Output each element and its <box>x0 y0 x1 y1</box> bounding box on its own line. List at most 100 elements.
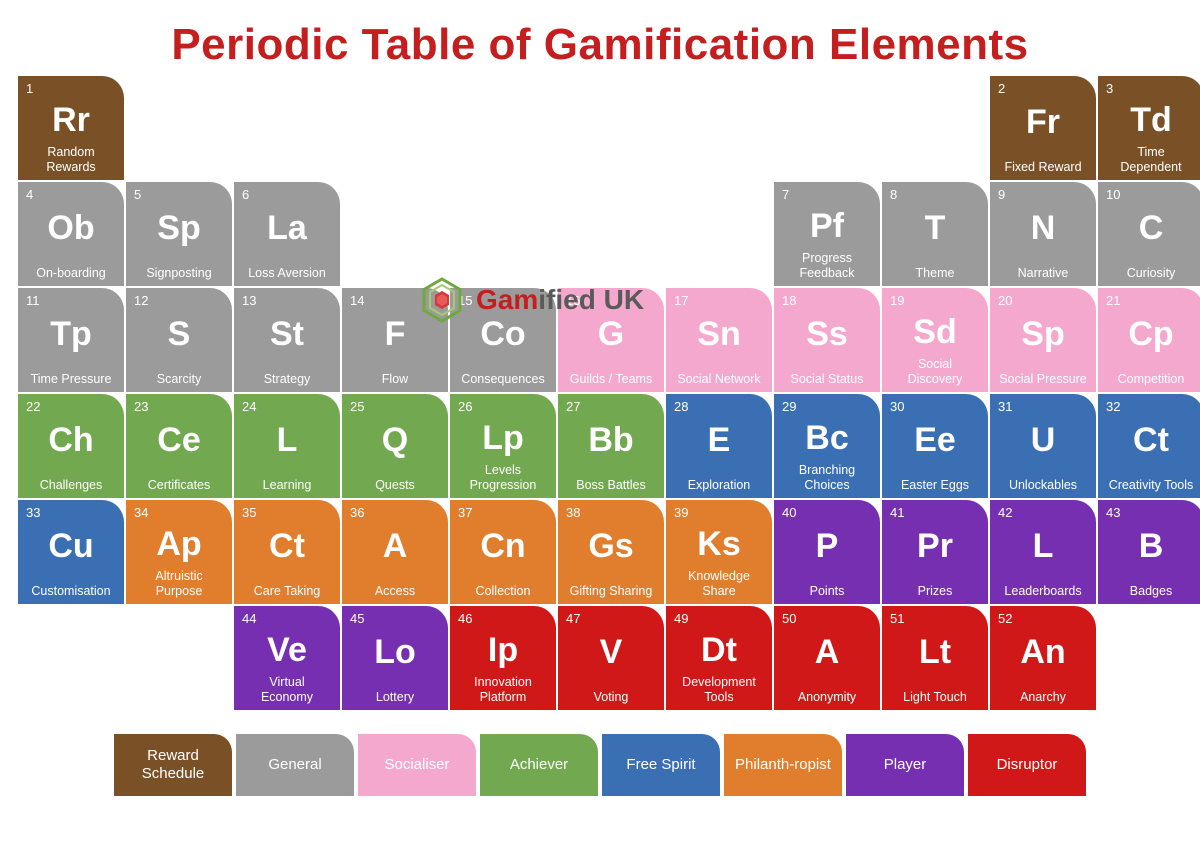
element-name: Points <box>782 572 872 598</box>
element-number: 11 <box>26 294 116 307</box>
brand-text: Gamified UK <box>476 284 644 316</box>
element-symbol: Td <box>1106 95 1196 145</box>
element-cell-ve: 44VeVirtual Economy <box>234 606 340 710</box>
element-symbol: Q <box>350 413 440 466</box>
element-name: Progress Feedback <box>782 251 872 280</box>
element-cell-fr: 2FrFixed Reward <box>990 76 1096 180</box>
element-cell-ip: 46IpInnovation Platform <box>450 606 556 710</box>
element-number: 13 <box>242 294 332 307</box>
element-symbol: Ks <box>674 519 764 569</box>
element-number: 29 <box>782 400 872 413</box>
element-symbol: C <box>1106 201 1196 254</box>
element-name: Time Dependent <box>1106 145 1196 174</box>
element-cell-s: 12SScarcity <box>126 288 232 392</box>
legend-free_spirit: Free Spirit <box>602 734 720 796</box>
element-cell-a: 50AAnonymity <box>774 606 880 710</box>
legend-player: Player <box>846 734 964 796</box>
element-symbol: Fr <box>998 95 1088 148</box>
element-symbol: Cn <box>458 519 548 572</box>
element-cell-ce: 23CeCertificates <box>126 394 232 498</box>
element-name: Quests <box>350 466 440 492</box>
element-name: Anarchy <box>998 678 1088 704</box>
element-number: 35 <box>242 506 332 519</box>
element-cell-ee: 30EeEaster Eggs <box>882 394 988 498</box>
element-name: Development Tools <box>674 675 764 704</box>
element-symbol: B <box>1106 519 1196 572</box>
element-number: 20 <box>998 294 1088 307</box>
element-symbol: L <box>998 519 1088 572</box>
element-cell-cp: 21CpCompetition <box>1098 288 1200 392</box>
element-number: 21 <box>1106 294 1196 307</box>
element-number: 40 <box>782 506 872 519</box>
element-name: Time Pressure <box>26 360 116 386</box>
element-number: 36 <box>350 506 440 519</box>
element-number: 7 <box>782 188 872 201</box>
element-number: 39 <box>674 506 764 519</box>
element-symbol: Cu <box>26 519 116 572</box>
element-symbol: P <box>782 519 872 572</box>
element-cell-st: 13StStrategy <box>234 288 340 392</box>
element-cell-sp: 20SpSocial Pressure <box>990 288 1096 392</box>
element-name: Badges <box>1106 572 1196 598</box>
element-name: Fixed Reward <box>998 148 1088 174</box>
element-symbol: Ce <box>134 413 224 466</box>
element-name: Lottery <box>350 678 440 704</box>
element-name: Levels Progression <box>458 463 548 492</box>
element-symbol: V <box>566 625 656 678</box>
element-cell-pr: 41PrPrizes <box>882 500 988 604</box>
element-cell-ob: 4ObOn-boarding <box>18 182 124 286</box>
element-name: Altruistic Purpose <box>134 569 224 598</box>
element-symbol: E <box>674 413 764 466</box>
element-name: Virtual Economy <box>242 675 332 704</box>
element-number: 44 <box>242 612 332 625</box>
category-legend: Reward ScheduleGeneralSocialiserAchiever… <box>18 734 1182 796</box>
element-number: 34 <box>134 506 224 519</box>
element-number: 33 <box>26 506 116 519</box>
element-number: 23 <box>134 400 224 413</box>
element-symbol: Lt <box>890 625 980 678</box>
legend-disruptor: Disruptor <box>968 734 1086 796</box>
element-symbol: Ip <box>458 625 548 675</box>
element-number: 24 <box>242 400 332 413</box>
element-name: Prizes <box>890 572 980 598</box>
element-number: 32 <box>1106 400 1196 413</box>
element-symbol: Bb <box>566 413 656 466</box>
element-cell-ks: 39KsKnowledge Share <box>666 500 772 604</box>
element-number: 51 <box>890 612 980 625</box>
page-title: Periodic Table of Gamification Elements <box>18 20 1182 70</box>
element-name: Social Discovery <box>890 357 980 386</box>
element-symbol: N <box>998 201 1088 254</box>
element-cell-sn: 17SnSocial Network <box>666 288 772 392</box>
element-number: 2 <box>998 82 1088 95</box>
element-symbol: A <box>350 519 440 572</box>
element-symbol: St <box>242 307 332 360</box>
element-number: 41 <box>890 506 980 519</box>
element-symbol: Pf <box>782 201 872 251</box>
element-symbol: Sp <box>134 201 224 254</box>
element-cell-l: 42LLeaderboards <box>990 500 1096 604</box>
element-name: Loss Aversion <box>242 254 332 280</box>
element-name: Competition <box>1106 360 1196 386</box>
element-cell-b: 43BBadges <box>1098 500 1200 604</box>
element-symbol: Ap <box>134 519 224 569</box>
element-cell-cn: 37CnCollection <box>450 500 556 604</box>
element-name: Certificates <box>134 466 224 492</box>
element-symbol: Ct <box>242 519 332 572</box>
element-name: Narrative <box>998 254 1088 280</box>
element-cell-n: 9NNarrative <box>990 182 1096 286</box>
element-cell-sp: 5SpSignposting <box>126 182 232 286</box>
element-number: 52 <box>998 612 1088 625</box>
element-symbol: Ch <box>26 413 116 466</box>
hexagon-icon <box>418 276 466 324</box>
element-name: On-boarding <box>26 254 116 280</box>
element-symbol: Ve <box>242 625 332 675</box>
element-number: 49 <box>674 612 764 625</box>
element-symbol: S <box>134 307 224 360</box>
periodic-table-container: 1RrRandom Rewards2FrFixed Reward3TdTime … <box>18 76 1182 716</box>
element-symbol: Cp <box>1106 307 1196 360</box>
element-cell-sd: 19SdSocial Discovery <box>882 288 988 392</box>
element-symbol: Ob <box>26 201 116 254</box>
element-symbol: Lp <box>458 413 548 463</box>
element-cell-t: 8TTheme <box>882 182 988 286</box>
element-cell-p: 40PPoints <box>774 500 880 604</box>
